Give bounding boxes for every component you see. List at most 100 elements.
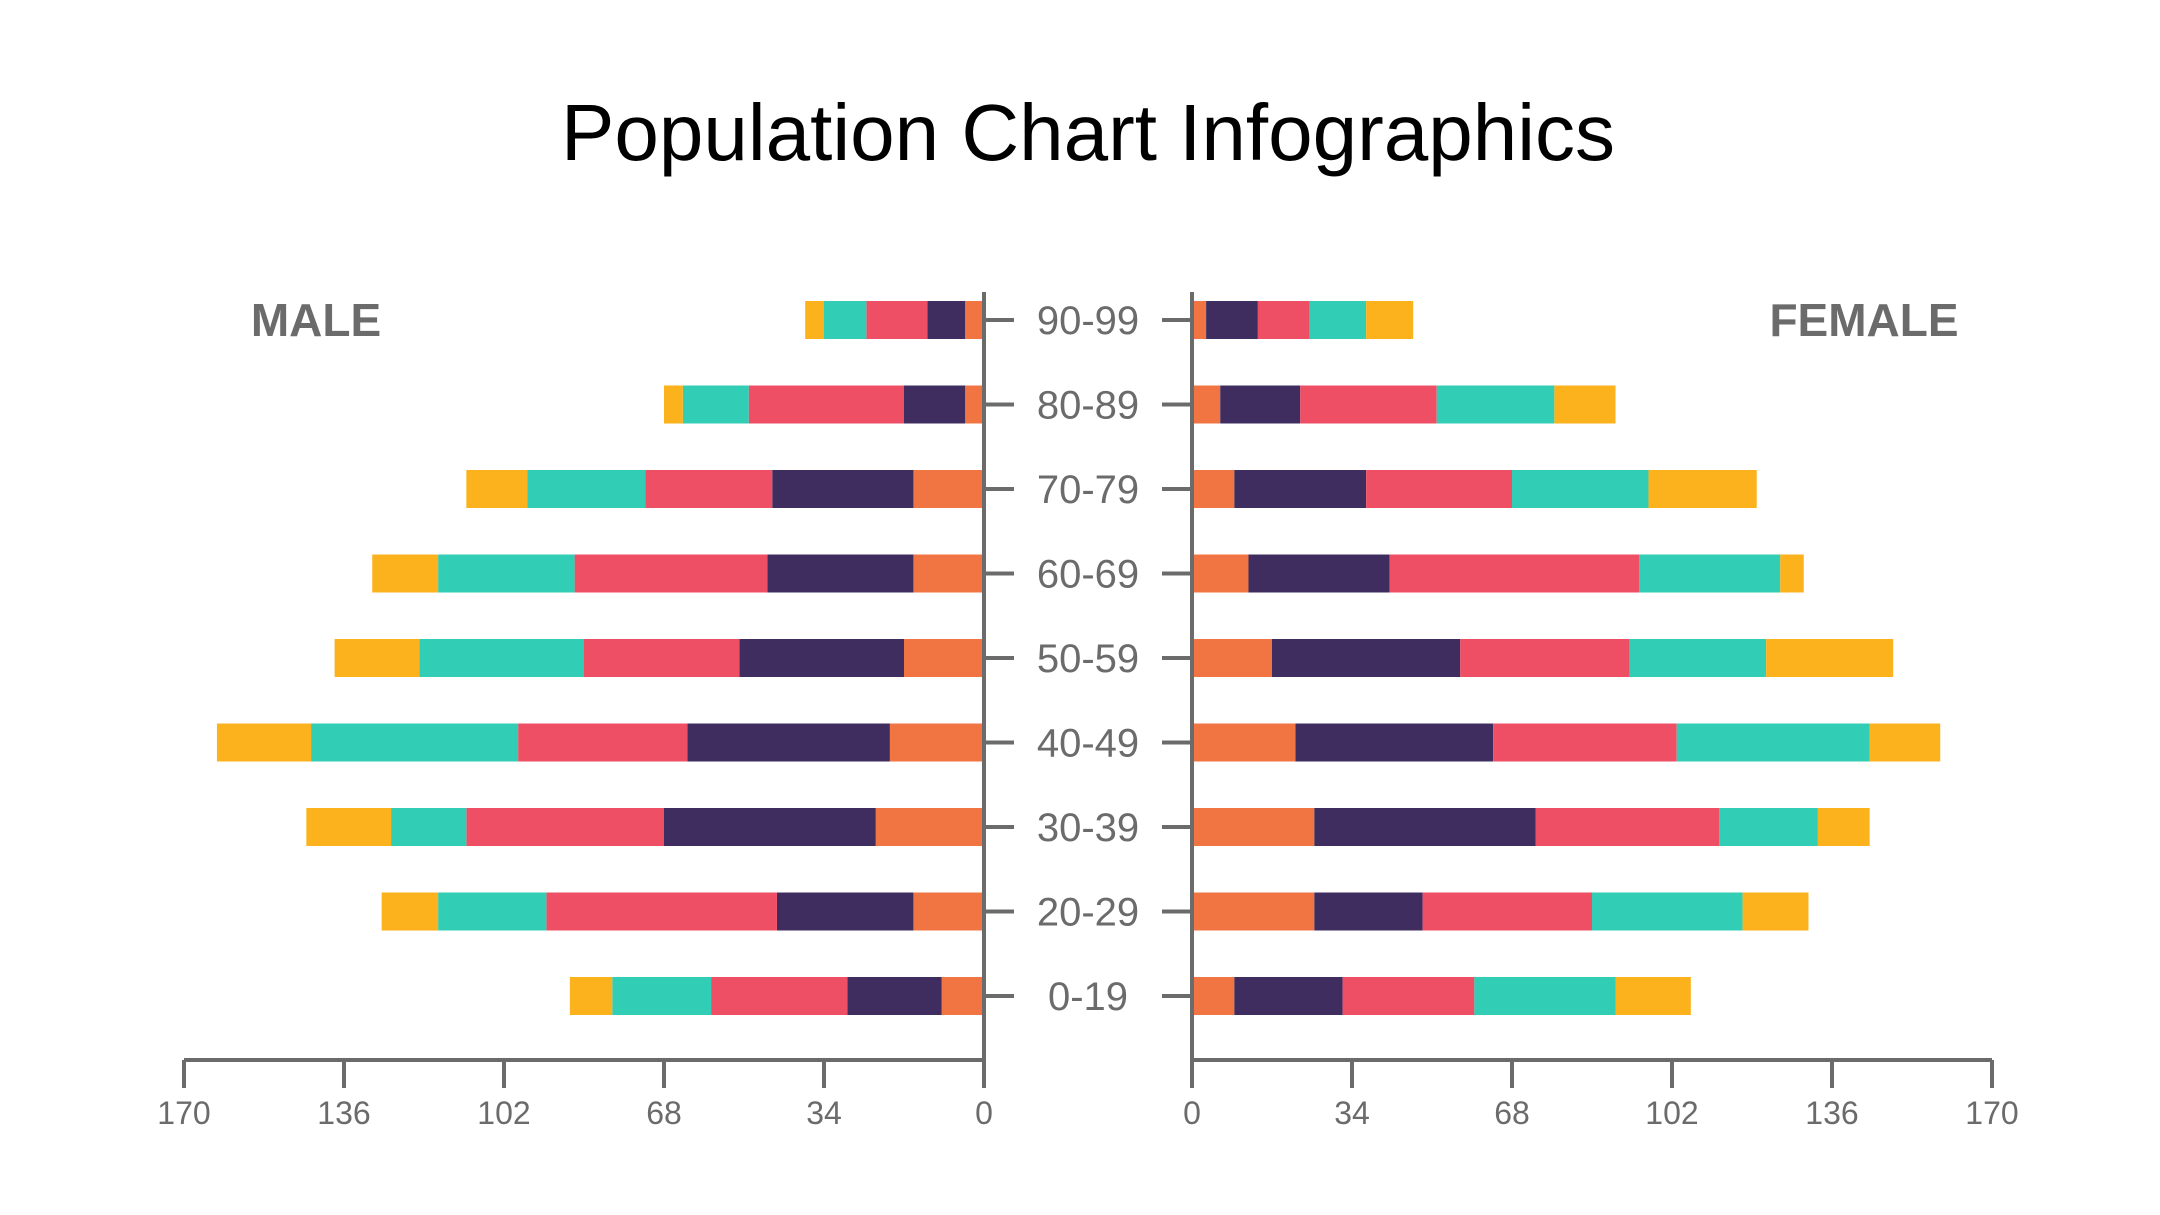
male-bar-50-59-s2 (739, 639, 904, 677)
female-bar-60-69-s3 (1389, 554, 1640, 593)
category-label: 70-79 (1037, 468, 1139, 512)
male-bar-90-99-s1 (965, 301, 984, 339)
female-x-tick-label: 0 (1183, 1095, 1201, 1131)
female-x-tick-label: 170 (1965, 1095, 2018, 1131)
female-bar-0-19-s3 (1342, 977, 1475, 1015)
female-x-tick-label: 68 (1494, 1095, 1530, 1131)
female-bar-20-29-s2 (1314, 892, 1423, 931)
female-bar-20-29-s5 (1742, 892, 1809, 931)
female-bar-30-39-s1 (1192, 808, 1315, 846)
male-label: MALE (251, 294, 381, 346)
male-bar-50-59-s4 (419, 639, 584, 677)
female-bar-90-99-s2 (1206, 301, 1258, 339)
male-bar-20-29-s5 (381, 892, 439, 931)
category-label: 50-59 (1037, 637, 1139, 681)
female-bar-80-89-s4 (1436, 385, 1555, 424)
bars-group (216, 301, 1941, 1015)
male-x-tick-label: 170 (157, 1095, 210, 1131)
female-bar-40-49-s1 (1192, 723, 1296, 762)
male-bar-40-49-s4 (311, 723, 519, 762)
female-bar-80-89-s2 (1220, 385, 1301, 424)
male-bar-80-89-s3 (748, 385, 904, 424)
female-bar-50-59-s3 (1460, 639, 1630, 677)
male-bar-70-79-s3 (645, 470, 773, 508)
female-bar-20-29-s4 (1592, 892, 1743, 931)
category-labels-group: 90-99 80-89 70-79 60-69 50-59 40-49 30-39 20-29… (157, 299, 2018, 1131)
male-bar-60-69-s3 (574, 554, 768, 593)
male-bar-90-99-s2 (927, 301, 966, 339)
female-bar-40-49-s2 (1295, 723, 1494, 762)
male-bar-50-59-s3 (584, 639, 740, 677)
female-x-tick-label: 102 (1645, 1095, 1698, 1131)
category-label: 30-39 (1037, 806, 1139, 850)
male-bar-20-29-s1 (913, 892, 984, 931)
female-bar-50-59-s1 (1192, 639, 1272, 677)
male-x-tick-label: 34 (806, 1095, 842, 1131)
male-bar-0-19-s1 (941, 977, 984, 1015)
male-bar-80-89-s1 (965, 385, 984, 424)
female-bar-60-69-s4 (1639, 554, 1781, 593)
female-bar-70-79-s1 (1192, 470, 1235, 508)
female-bar-70-79-s2 (1234, 470, 1367, 508)
female-bar-70-79-s3 (1366, 470, 1512, 508)
male-bar-40-49-s5 (216, 723, 312, 762)
male-bar-50-59-s1 (904, 639, 984, 677)
female-bar-40-49-s4 (1676, 723, 1870, 762)
female-x-tick-label: 136 (1805, 1095, 1858, 1131)
male-bar-30-39-s2 (664, 808, 876, 846)
female-bar-80-89-s3 (1300, 385, 1437, 424)
axes-group (182, 292, 1994, 1088)
female-bar-60-69-s1 (1192, 554, 1249, 593)
male-bar-30-39-s3 (466, 808, 664, 846)
female-bar-70-79-s4 (1512, 470, 1649, 508)
male-bar-90-99-s3 (866, 301, 928, 339)
male-bar-0-19-s4 (612, 977, 712, 1015)
female-bar-20-29-s1 (1192, 892, 1315, 931)
male-bar-70-79-s2 (772, 470, 914, 508)
female-bar-50-59-s2 (1272, 639, 1461, 677)
male-bar-70-79-s5 (466, 470, 528, 508)
female-bar-50-59-s4 (1629, 639, 1767, 677)
chart-title: Population Chart Infographics (561, 88, 1615, 177)
male-bar-30-39-s5 (306, 808, 392, 846)
male-bar-60-69-s2 (767, 554, 914, 593)
female-bar-80-89-s1 (1192, 385, 1221, 424)
male-bar-0-19-s2 (847, 977, 942, 1015)
male-bar-30-39-s4 (391, 808, 467, 846)
male-bar-80-89-s2 (904, 385, 966, 424)
female-bar-90-99-s4 (1309, 301, 1367, 339)
male-x-tick-label: 136 (317, 1095, 370, 1131)
male-bar-50-59-s5 (334, 639, 420, 677)
category-label: 60-69 (1037, 553, 1139, 597)
female-bar-0-19-s2 (1234, 977, 1343, 1015)
male-bar-60-69-s4 (438, 554, 575, 593)
female-bar-30-39-s5 (1817, 808, 1870, 846)
female-label: FEMALE (1769, 294, 1958, 346)
female-bar-90-99-s5 (1366, 301, 1414, 339)
female-bar-0-19-s1 (1192, 977, 1235, 1015)
female-bar-30-39-s2 (1314, 808, 1536, 846)
male-bar-20-29-s4 (438, 892, 547, 931)
female-bar-40-49-s3 (1493, 723, 1677, 762)
female-bar-0-19-s4 (1474, 977, 1616, 1015)
category-label: 40-49 (1037, 722, 1139, 766)
female-bar-80-89-s5 (1554, 385, 1616, 424)
male-x-tick-label: 0 (975, 1095, 993, 1131)
male-bar-70-79-s4 (527, 470, 646, 508)
female-bar-40-49-s5 (1869, 723, 1941, 762)
male-bar-60-69-s1 (913, 554, 984, 593)
male-bar-60-69-s5 (372, 554, 439, 593)
female-bar-0-19-s5 (1615, 977, 1691, 1015)
male-bar-80-89-s4 (682, 385, 749, 424)
female-bar-90-99-s1 (1192, 301, 1207, 339)
male-bar-70-79-s1 (913, 470, 984, 508)
male-bar-40-49-s1 (889, 723, 984, 762)
category-label: 20-29 (1037, 891, 1139, 935)
male-bar-20-29-s2 (776, 892, 914, 931)
male-bar-90-99-s5 (805, 301, 824, 339)
male-bar-0-19-s5 (569, 977, 613, 1015)
male-x-tick-label: 68 (646, 1095, 682, 1131)
female-bar-30-39-s3 (1535, 808, 1720, 846)
